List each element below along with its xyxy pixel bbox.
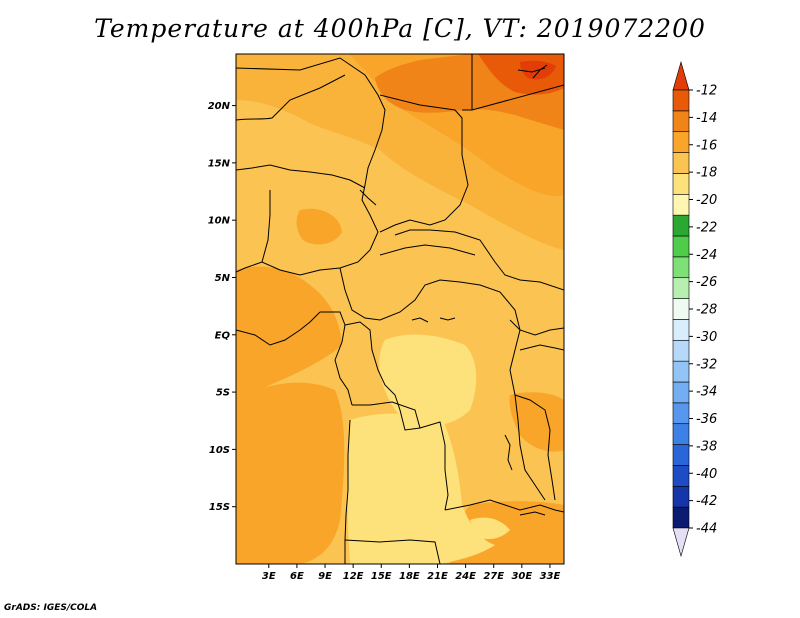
colorbar-band: [672, 444, 690, 466]
y-tick-label: 5S: [216, 388, 230, 399]
colorbar-band: [672, 402, 690, 425]
x-tick-label: 33E: [540, 571, 561, 582]
colorbar-label: -44: [696, 522, 717, 537]
colorbar-band: [672, 110, 690, 133]
country-boundaries: [236, 54, 564, 564]
y-tick-label: 20N: [208, 101, 231, 112]
colorbar-top-arrow: [672, 60, 690, 91]
x-tick-label: 15E: [371, 571, 392, 582]
x-tick-label: 12E: [343, 571, 364, 582]
y-tick-label: EQ: [215, 330, 231, 341]
colorbar-band: [672, 465, 690, 487]
colorbar-label: -16: [696, 138, 717, 153]
colorbar-band: [672, 131, 690, 153]
colorbar-label: -32: [696, 357, 717, 372]
y-tick-label: 10N: [208, 216, 231, 227]
y-tick-label: 5N: [215, 273, 231, 284]
y-tick-label: 15S: [209, 502, 230, 513]
y-tick-label: 15N: [208, 158, 231, 169]
colorbar-bottom-arrow: [672, 527, 690, 558]
colorbar-band: [672, 506, 690, 529]
colorbar-band: [672, 89, 690, 112]
x-tick-label: 6E: [290, 571, 304, 582]
colorbar-label: -42: [696, 494, 717, 509]
colorbar-band: [672, 485, 690, 508]
colorbar-band: [672, 298, 690, 320]
colorbar-label: -26: [696, 275, 717, 290]
colorbar-band: [672, 152, 690, 174]
colorbar-label: -38: [696, 439, 717, 454]
grads-credit: GrADS: IGES/COLA: [4, 603, 98, 613]
colorbar-band: [672, 277, 690, 299]
colorbar-label: -22: [696, 220, 717, 235]
x-tick-label: 18E: [399, 571, 420, 582]
colorbar-label: -30: [696, 330, 717, 345]
colorbar-band: [672, 235, 690, 258]
colorbar-band: [672, 173, 690, 195]
x-tick-label: 30E: [511, 571, 532, 582]
colorbar-band: [672, 381, 690, 404]
colorbar-label: -12: [696, 84, 717, 99]
colorbar-label: -20: [696, 193, 717, 208]
colorbar-band: [672, 256, 690, 279]
colorbar-label: -18: [696, 166, 717, 181]
colorbar-band: [672, 339, 690, 362]
x-axis-ticks: 3E 6E 9E 12E 15E 18E 21E 24E 27E 30E 33E: [262, 564, 561, 582]
colorbar-label: -14: [696, 111, 717, 126]
colorbar-label: -40: [696, 467, 717, 482]
colorbar-label: -36: [696, 412, 717, 427]
x-tick-label: 24E: [455, 571, 476, 582]
y-tick-label: 10S: [209, 445, 230, 456]
x-tick-label: 21E: [427, 571, 448, 582]
map-title: Temperature at 400hPa [C], VT: 201907220…: [94, 14, 706, 43]
colorbar-band: [672, 360, 690, 383]
colorbar-label: -28: [696, 303, 717, 318]
y-axis-ticks: 20N 15N 10N 5N EQ 5S 10S 15S: [208, 101, 236, 513]
x-tick-label: 27E: [483, 571, 504, 582]
colorbar-label: -34: [696, 385, 717, 400]
colorbar-band: [672, 423, 690, 445]
temperature-field: [236, 54, 564, 564]
map-frame: [235, 53, 565, 565]
colorbar-band: [672, 214, 690, 237]
x-tick-label: 3E: [262, 571, 276, 582]
colorbar-band: [672, 193, 690, 216]
colorbar: -44 -42 -40 -38 -36 -34 -32 -30 -28 -26 -24 -22 -20 -…: [672, 60, 717, 558]
colorbar-band: [672, 319, 690, 341]
colorbar-label: -24: [696, 248, 717, 263]
x-tick-label: 9E: [318, 571, 332, 582]
